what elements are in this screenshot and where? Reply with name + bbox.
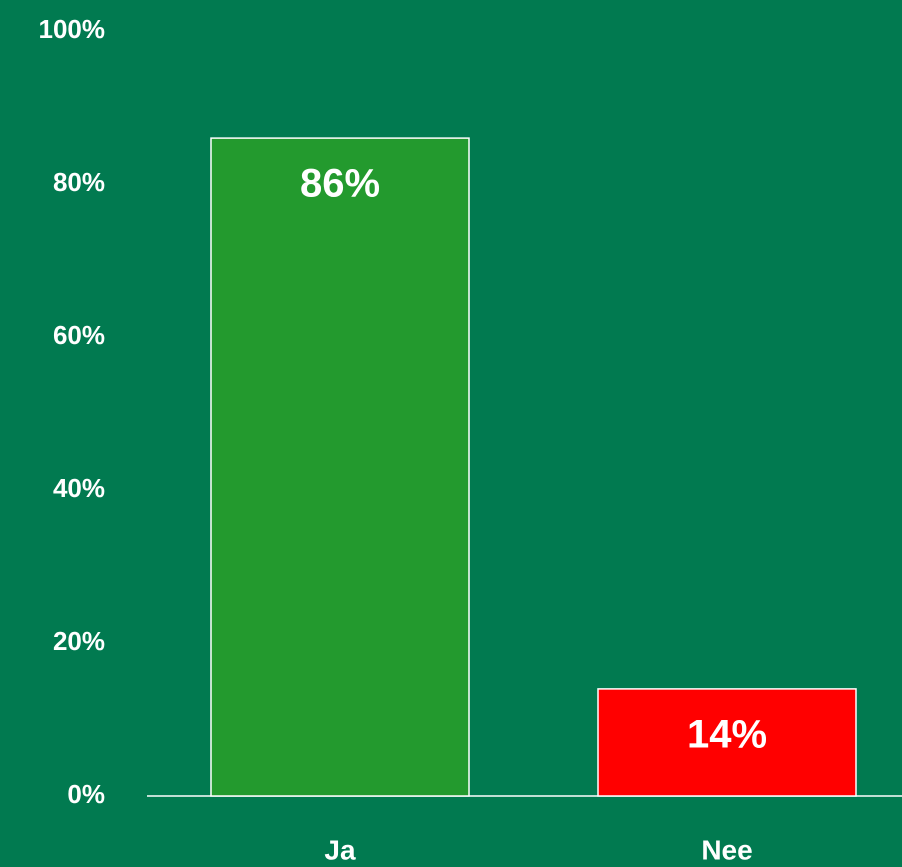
x-tick-label: Ja — [324, 834, 356, 865]
y-tick-label: 20% — [53, 626, 105, 656]
y-tick-label: 40% — [53, 473, 105, 503]
data-label: 14% — [687, 712, 767, 756]
y-tick-label: 100% — [39, 14, 106, 44]
data-label: 86% — [300, 162, 380, 206]
y-tick-label: 80% — [53, 167, 105, 197]
x-tick-label: Nee — [701, 834, 752, 865]
bar — [597, 688, 857, 797]
y-tick-label: 0% — [67, 779, 105, 809]
bar — [210, 137, 470, 797]
y-tick-label: 60% — [53, 320, 105, 350]
